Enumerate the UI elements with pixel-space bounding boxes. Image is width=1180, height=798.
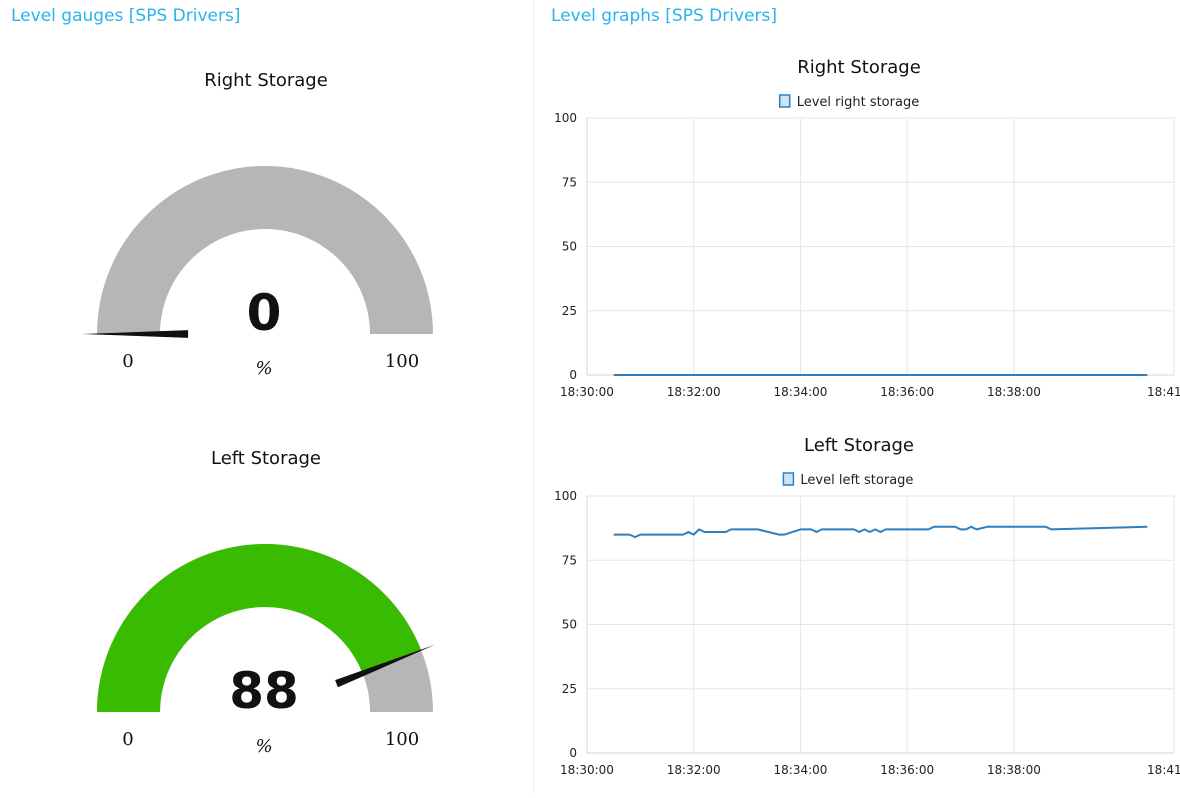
gauge-left-storage: Left Storage 88 0 100 % [97,448,436,757]
chart-right-storage: Right Storage Level right storage 0 25 50 75 1… [554,57,1180,399]
x-tick-label: 18:30:00 [560,385,614,399]
legend-label: Level right storage [797,95,920,110]
gauge-min-label: 0 [122,729,133,750]
x-tick-label: 18:38:00 [987,385,1041,399]
x-tick-label: 18:32:00 [667,385,721,399]
gauges-panel-title: Level gauges [SPS Drivers] [11,6,241,26]
y-tick-label: 100 [554,489,577,503]
gauge-value: 0 [247,284,282,342]
y-tick-label: 0 [569,746,577,760]
gauge-unit: % [255,736,272,757]
gauge-title: Left Storage [211,448,321,469]
x-tick-label: 18:36:00 [880,763,934,777]
chart-title: Left Storage [804,435,914,456]
legend-swatch [778,94,791,108]
y-tick-label: 25 [562,304,577,318]
y-tick-label: 0 [569,368,577,382]
x-tick-label: 18:38:00 [987,763,1041,777]
graphs-panel: Level graphs [SPS Drivers] Right Storage… [536,0,1180,795]
y-tick-label: 75 [562,553,577,567]
x-tick-label: 18:34:00 [774,385,828,399]
y-tick-label: 25 [562,682,577,696]
legend-swatch [782,472,795,486]
y-tick-label: 50 [562,240,577,254]
x-tick-label: 18:36:00 [880,385,934,399]
x-tick-label: 18:41:00 [1147,763,1180,777]
y-tick-label: 75 [562,175,577,189]
gauge-max-label: 100 [385,351,419,372]
gauge-needle [335,644,436,688]
gauge-right-storage: Right Storage 0 0 100 % [82,70,433,379]
y-tick-label: 100 [554,111,577,125]
y-tick-label: 50 [562,618,577,632]
gauge-unit: % [255,358,272,379]
gauges-panel: Level gauges [SPS Drivers] Right Storage… [0,0,534,795]
gauge-max-label: 100 [385,729,419,750]
legend-label: Level left storage [800,473,913,488]
gauge-min-label: 0 [122,351,133,372]
x-tick-label: 18:32:00 [667,763,721,777]
x-tick-label: 18:30:00 [560,763,614,777]
gauge-value: 88 [229,662,299,720]
series-line [613,525,1148,539]
graphs-panel-title: Level graphs [SPS Drivers] [551,6,777,26]
x-tick-label: 18:34:00 [774,763,828,777]
x-tick-label: 18:41:00 [1147,385,1180,399]
chart-title: Right Storage [797,57,921,78]
gauge-fill [97,544,422,712]
chart-left-storage: Left Storage Level left storage 0 25 50 75 100… [554,435,1180,777]
gauge-track [97,166,433,334]
gauge-title: Right Storage [204,70,328,91]
gauge-needle [82,330,189,338]
